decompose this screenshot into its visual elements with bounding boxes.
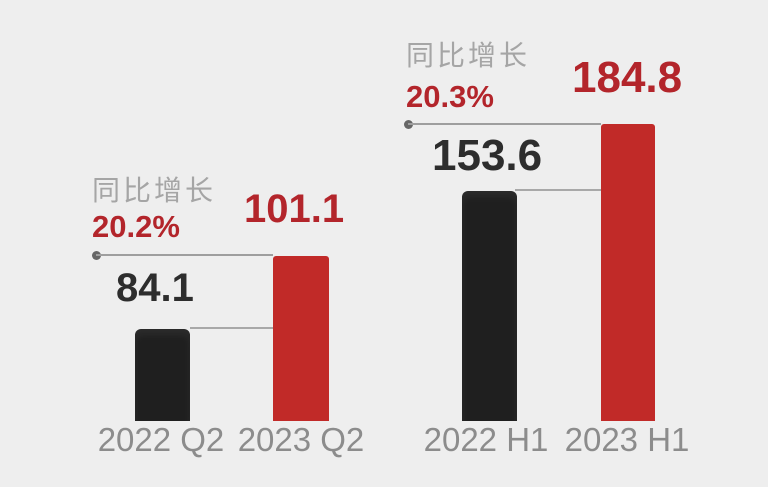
value-label-2023-h1: 184.8	[572, 53, 683, 102]
bar-2022-h1	[462, 191, 517, 421]
category-label-2023-q2: 2023 Q2	[237, 421, 365, 458]
yoy-growth-label-q2: 同比增长	[92, 175, 217, 206]
yoy-growth-value-h1: 20.3%	[406, 79, 494, 114]
category-label-2022-h1: 2022 H1	[423, 421, 549, 458]
connector-line-h1	[515, 189, 601, 191]
bar-2022-q2	[135, 329, 190, 421]
bar-2023-h1	[601, 124, 655, 421]
yoy-growth-value-q2: 20.2%	[92, 209, 180, 244]
leader-line-h1	[408, 123, 601, 125]
value-label-2022-h1: 153.6	[432, 131, 543, 180]
value-label-2023-q2: 101.1	[244, 187, 345, 231]
category-label-2022-q2: 2022 Q2	[97, 421, 225, 458]
category-label-2023-h1: 2023 H1	[564, 421, 690, 458]
leader-line-q2	[96, 254, 273, 256]
bar-2023-q2	[273, 256, 329, 421]
connector-line-q2	[190, 327, 273, 329]
yoy-growth-label-h1: 同比增长	[406, 40, 531, 71]
value-label-2022-q2: 84.1	[116, 266, 194, 310]
